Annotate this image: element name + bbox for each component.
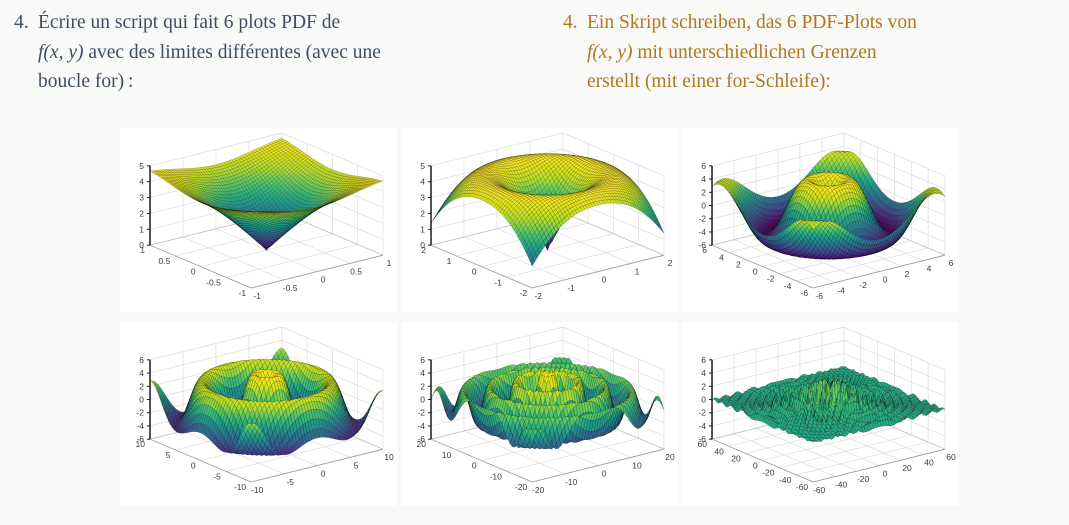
- surface-plot-5: [401, 322, 678, 506]
- german-line-1: Ein Skript schreiben, das 6 PDF-Plots vo…: [587, 12, 917, 33]
- surface-plot-2: [401, 128, 678, 312]
- math-fxy-german: f(x, y): [587, 41, 633, 63]
- french-line-2-rest: avec des limites différentes (avec une: [83, 41, 381, 63]
- item-number-german: 4.: [563, 12, 578, 33]
- surface-plot-4: [120, 322, 397, 506]
- french-line-3: boucle for) :: [38, 71, 134, 92]
- exercise-item-french: 4. Écrire un script qui fait 6 plots PDF…: [14, 8, 534, 97]
- exercise-item-german: 4. Ein Skript schreiben, das 6 PDF-Plots…: [563, 8, 1063, 97]
- surface-plot-6: [682, 322, 959, 506]
- math-fxy-french: f(x, y): [38, 41, 84, 63]
- figure-grid: [120, 128, 959, 506]
- surface-plot-1: [120, 128, 397, 312]
- french-line-1: Écrire un script qui fait 6 plots PDF de: [38, 12, 341, 33]
- item-number-french: 4.: [14, 12, 29, 33]
- french-text: Écrire un script qui fait 6 plots PDF de…: [38, 8, 381, 97]
- german-line-3: erstellt (mit einer for-Schleife):: [587, 71, 831, 92]
- german-line-2: f(x, y) mit unterschiedlichen Grenzen: [587, 38, 917, 68]
- german-line-2-rest: mit unterschiedlichen Grenzen: [632, 41, 877, 63]
- french-line-2: f(x, y) avec des limites différentes (av…: [38, 38, 381, 68]
- surface-plot-3: [682, 128, 959, 312]
- german-text: Ein Skript schreiben, das 6 PDF-Plots vo…: [587, 8, 917, 97]
